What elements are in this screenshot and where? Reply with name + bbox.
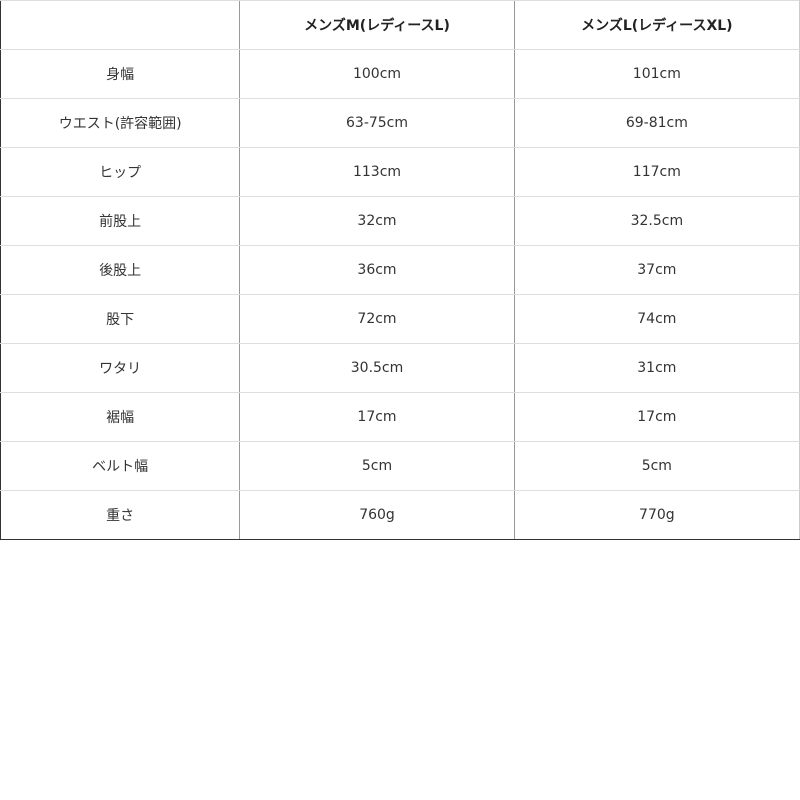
cell-value: 69-81cm <box>513 98 800 148</box>
cell-value: 31cm <box>513 343 800 393</box>
cell-value: 770g <box>513 490 800 540</box>
row-label: 重さ <box>0 490 240 540</box>
cell-value: 37cm <box>513 245 800 295</box>
row-label: 股下 <box>0 294 240 344</box>
row-label: ウエスト(許容範囲) <box>0 98 240 148</box>
header-row: メンズM(レディースL) メンズL(レディースXL) <box>0 0 800 50</box>
cell-value: 17cm <box>513 392 800 442</box>
cell-value: 32.5cm <box>513 196 800 246</box>
table-row: 前股上 32cm 32.5cm <box>0 196 800 246</box>
table-row: 股下 72cm 74cm <box>0 294 800 344</box>
cell-value: 30.5cm <box>239 343 515 393</box>
cell-value: 100cm <box>239 49 515 99</box>
size-table: メンズM(レディースL) メンズL(レディースXL) 身幅 100cm 101cm ウ… <box>0 0 800 540</box>
row-label: 後股上 <box>0 245 240 295</box>
table-row: 後股上 36cm 37cm <box>0 245 800 295</box>
cell-value: 117cm <box>513 147 800 197</box>
cell-value: 36cm <box>239 245 515 295</box>
table-row: 身幅 100cm 101cm <box>0 49 800 99</box>
cell-value: 760g <box>239 490 515 540</box>
row-label: 裾幅 <box>0 392 240 442</box>
cell-value: 32cm <box>239 196 515 246</box>
cell-value: 74cm <box>513 294 800 344</box>
table-row: ベルト幅 5cm 5cm <box>0 441 800 491</box>
cell-value: 113cm <box>239 147 515 197</box>
cell-value: 5cm <box>513 441 800 491</box>
row-label: ヒップ <box>0 147 240 197</box>
row-label: ワタリ <box>0 343 240 393</box>
table-row: ウエスト(許容範囲) 63-75cm 69-81cm <box>0 98 800 148</box>
header-empty <box>0 0 240 50</box>
table-row: 裾幅 17cm 17cm <box>0 392 800 442</box>
cell-value: 63-75cm <box>239 98 515 148</box>
row-label: 前股上 <box>0 196 240 246</box>
cell-value: 17cm <box>239 392 515 442</box>
row-label: ベルト幅 <box>0 441 240 491</box>
cell-value: 101cm <box>513 49 800 99</box>
header-size-l: メンズL(レディースXL) <box>513 0 800 50</box>
table-row: ワタリ 30.5cm 31cm <box>0 343 800 393</box>
row-label: 身幅 <box>0 49 240 99</box>
header-size-m: メンズM(レディースL) <box>239 0 515 50</box>
cell-value: 5cm <box>239 441 515 491</box>
cell-value: 72cm <box>239 294 515 344</box>
table-row: ヒップ 113cm 117cm <box>0 147 800 197</box>
table-row: 重さ 760g 770g <box>0 490 800 540</box>
